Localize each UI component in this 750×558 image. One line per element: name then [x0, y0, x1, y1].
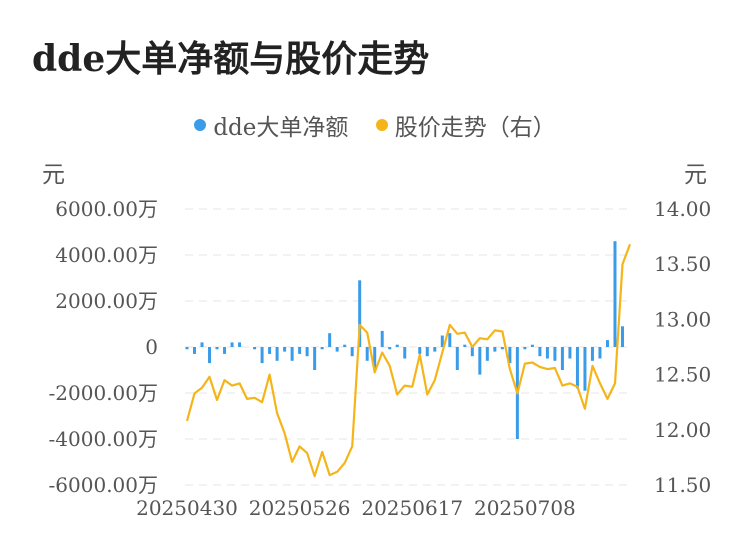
bar-dde [395, 344, 399, 347]
legend-item-price[interactable]: 股价走势（右） [375, 108, 556, 142]
bar-dde [508, 347, 512, 364]
bar-dde [365, 347, 369, 361]
right-tick-label: 12.50 [654, 363, 711, 387]
bar-dde [575, 347, 579, 389]
bar-dde [590, 347, 594, 361]
bar-dde [305, 347, 309, 357]
bar-dde [545, 347, 549, 359]
bar-dde [485, 347, 489, 361]
bar-dde [463, 344, 467, 347]
bar-dde [275, 347, 279, 361]
bar-dde [613, 241, 617, 347]
left-axis-unit: 元 [42, 162, 65, 188]
bar-dde [350, 347, 354, 357]
bar-dde [560, 347, 564, 370]
bar-dde [538, 347, 542, 357]
chart-legend: dde大单净额 股价走势（右） [0, 108, 750, 142]
bar-dde [260, 347, 264, 364]
bar-dde [358, 280, 362, 347]
bar-dde [185, 347, 189, 350]
legend-item-dde[interactable]: dde大单净额 [194, 108, 348, 142]
bar-dde [223, 347, 227, 354]
bar-dde [620, 326, 624, 347]
left-tick-label: -4000.00万 [49, 427, 158, 451]
bar-dde [230, 342, 234, 347]
x-tick-label: 20250617 [361, 496, 463, 520]
bar-dde [268, 347, 272, 354]
bar-dde [238, 342, 242, 347]
bar-dde [380, 330, 384, 347]
bar-dde [215, 347, 219, 350]
right-tick-label: 11.50 [654, 473, 711, 497]
bar-dde [598, 347, 602, 359]
right-tick-label: 12.00 [654, 418, 711, 442]
right-tick-label: 14.00 [654, 197, 711, 221]
bar-dde [568, 347, 572, 359]
legend-dot-line-icon [375, 119, 388, 131]
bar-dde [208, 347, 212, 364]
left-tick-label: -6000.00万 [49, 473, 158, 497]
bar-dde [283, 347, 287, 352]
bar-dde [200, 342, 204, 347]
chart-title: dde大单净额与股价走势 [32, 38, 430, 80]
bar-dde [500, 347, 504, 350]
bar-dde [455, 347, 459, 370]
left-tick-label: -2000.00万 [49, 381, 158, 405]
bar-dde [343, 344, 347, 347]
bar-dde [418, 347, 422, 354]
bar-dde [553, 347, 557, 361]
bar-dde [253, 347, 257, 350]
bar-dde [530, 344, 534, 347]
bar-dde [605, 340, 609, 347]
legend-label-price: 股价走势（右） [394, 115, 556, 141]
legend-label-dde: dde大单净额 [213, 115, 349, 141]
bar-dde [478, 347, 482, 375]
bar-dde [328, 333, 332, 347]
legend-dot-bar-icon [194, 119, 207, 131]
bar-dde [403, 347, 407, 359]
bar-dde [290, 347, 294, 361]
right-tick-label: 13.50 [654, 252, 711, 276]
bar-dde [433, 347, 437, 352]
bar-dde [583, 347, 587, 391]
bar-dde [470, 347, 474, 357]
x-tick-label: 20250526 [249, 496, 351, 520]
right-axis-unit: 元 [684, 162, 707, 188]
bar-dde [388, 347, 392, 350]
bar-dde [320, 347, 324, 350]
left-tick-label: 4000.00万 [55, 243, 158, 267]
left-tick-label: 0 [145, 335, 158, 359]
left-tick-label: 2000.00万 [55, 289, 158, 313]
bar-dde [425, 347, 429, 357]
left-tick-label: 6000.00万 [55, 197, 158, 221]
x-tick-label: 20250430 [136, 496, 238, 520]
bar-dde [373, 347, 377, 370]
bar-dde [193, 347, 197, 354]
bar-dde [523, 347, 527, 350]
bar-dde [440, 335, 444, 347]
bar-dde [335, 347, 339, 352]
x-tick-label: 20250708 [474, 496, 576, 520]
bar-dde [448, 333, 452, 347]
bar-dde [493, 347, 497, 352]
right-tick-label: 13.00 [654, 307, 711, 331]
price-line [185, 243, 632, 478]
bar-dde [313, 347, 317, 370]
bar-dde [298, 347, 302, 354]
